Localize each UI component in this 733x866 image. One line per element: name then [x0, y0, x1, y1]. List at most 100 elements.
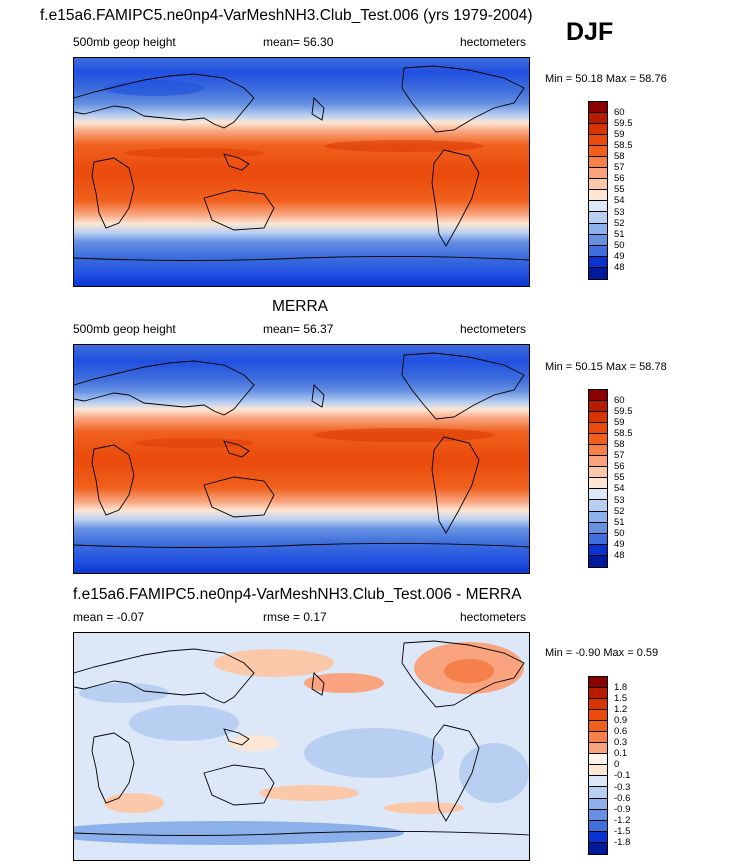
panel3-minmax: Min = -0.90 Max = 0.59 — [545, 647, 659, 659]
colorbar-swatch — [589, 544, 607, 556]
colorbar-swatch — [589, 168, 607, 180]
panel3-field — [74, 633, 529, 860]
colorbar-swatch — [589, 212, 607, 224]
colorbar-swatch — [589, 467, 607, 479]
colorbar-tick-label: 54 — [614, 195, 625, 207]
panel3-map — [73, 632, 530, 861]
season-label: DJF — [566, 18, 614, 46]
panel1-minmax: Min = 50.18 Max = 58.76 — [545, 73, 667, 85]
colorbar-tick-label: 59.5 — [614, 118, 633, 130]
colorbar-swatch — [589, 754, 607, 766]
colorbar-tick-label: -1.2 — [614, 814, 631, 826]
panel3-rmse-label: rmse = 0.17 — [263, 610, 327, 624]
colorbar-tick-label: -0.3 — [614, 781, 631, 793]
panel2-coastlines — [74, 352, 529, 548]
panel2-mean-label: mean= 56.37 — [263, 322, 334, 336]
colorbar-swatch — [589, 201, 607, 213]
colorbar-swatch — [589, 721, 607, 733]
colorbar-swatch — [589, 831, 607, 843]
colorbar-swatch — [589, 456, 607, 468]
colorbar-tick-label: 0.1 — [614, 748, 628, 760]
colorbar-tick-label: 57 — [614, 162, 625, 174]
colorbar-swatch — [589, 555, 607, 567]
colorbar-swatch — [589, 267, 607, 279]
colorbar-swatch — [589, 842, 607, 854]
colorbar-tick-label: 1.5 — [614, 693, 628, 705]
colorbar-swatch — [589, 179, 607, 191]
colorbar-tick-label: 53 — [614, 494, 625, 506]
panel1-title: f.e15a6.FAMIPC5.ne0np4-VarMeshNH3.Club_T… — [40, 7, 533, 24]
panel2-map — [73, 344, 530, 574]
colorbar-tick-label: 57 — [614, 450, 625, 462]
colorbar-swatch — [589, 787, 607, 799]
colorbar-swatch — [589, 434, 607, 446]
colorbar-tick-label: -1.5 — [614, 825, 631, 837]
colorbar-tick-label: 0.3 — [614, 737, 628, 749]
colorbar-tick-label: 0.6 — [614, 726, 628, 738]
colorbar-tick-label: 52 — [614, 505, 625, 517]
colorbar-swatch — [589, 102, 607, 114]
panel3-title: f.e15a6.FAMIPC5.ne0np4-VarMeshNH3.Club_T… — [73, 586, 522, 603]
colorbar-tick-label: -0.6 — [614, 792, 631, 804]
colorbar-swatch — [589, 489, 607, 501]
panel1-left-label: 500mb geop height — [73, 35, 176, 49]
colorbar-tick-label: 49 — [614, 250, 625, 262]
colorbar-swatch — [589, 390, 607, 402]
colorbar-tick-label: 59 — [614, 129, 625, 141]
colorbar-tick-label: 0.9 — [614, 715, 628, 727]
colorbar-swatch — [589, 245, 607, 257]
colorbar-tick-label: 1.2 — [614, 704, 628, 716]
colorbar-swatch — [589, 256, 607, 268]
colorbar-swatch — [589, 677, 607, 689]
colorbar-swatch — [589, 732, 607, 744]
colorbar-tick-label: 56 — [614, 461, 625, 473]
colorbar-swatch — [589, 776, 607, 788]
colorbar-swatch — [589, 157, 607, 169]
colorbar-swatch — [589, 124, 607, 136]
panel3-coastlines — [74, 640, 529, 836]
colorbar-tick-label: 58.5 — [614, 140, 633, 152]
colorbar-tick-label: 55 — [614, 184, 625, 196]
colorbar-tick-label: 58 — [614, 151, 625, 163]
colorbar-tick-label: 51 — [614, 516, 625, 528]
panel1-units-label: hectometers — [460, 35, 527, 49]
colorbar-swatch — [589, 412, 607, 424]
panel1-mean-label: mean= 56.30 — [263, 35, 334, 49]
colorbar-tick-label: -0.1 — [614, 770, 631, 782]
colorbar-swatch — [589, 533, 607, 545]
panel1-coastlines — [74, 65, 529, 261]
colorbar-tick-label: 60 — [614, 107, 625, 119]
colorbar-swatch — [589, 234, 607, 246]
colorbar-tick-label: 59 — [614, 417, 625, 429]
colorbar-tick-label: 48 — [614, 549, 625, 561]
colorbar-tick-label: 49 — [614, 538, 625, 550]
colorbar-swatch — [589, 710, 607, 722]
colorbar-swatch — [589, 809, 607, 821]
colorbar-tick-label: 60 — [614, 395, 625, 407]
colorbar-tick-label: 54 — [614, 483, 625, 495]
panel3-colorbar: 1.8 1.5 1.2 0.9 0.6 0.3 0.1 0 -0.1 -0.3 -0.6 -0.9 -1… — [588, 676, 630, 855]
colorbar-tick-label: 52 — [614, 217, 625, 229]
colorbar-swatch — [589, 743, 607, 755]
colorbar-swatch — [589, 522, 607, 534]
panel2-units-label: hectometers — [460, 322, 527, 336]
colorbar-swatch — [589, 500, 607, 512]
colorbar-swatch — [589, 190, 607, 202]
colorbar-swatch — [589, 765, 607, 777]
colorbar-swatch — [589, 478, 607, 490]
colorbar-tick-label: 59.5 — [614, 406, 633, 418]
colorbar-tick-label: 50 — [614, 527, 625, 539]
panel1-field — [74, 58, 529, 286]
colorbar-swatch — [589, 223, 607, 235]
colorbar-swatch — [589, 113, 607, 125]
colorbar-tick-label: 55 — [614, 472, 625, 484]
colorbar-tick-label: 56 — [614, 173, 625, 185]
panel2-colorbar: 60 59.5 59 58.5 58 57 56 55 54 53 52 51 50 49 48 — [588, 389, 633, 568]
colorbar-swatch — [589, 511, 607, 523]
panel2-field — [74, 345, 529, 573]
colorbar-tick-label: 53 — [614, 206, 625, 218]
colorbar-swatch — [589, 401, 607, 413]
panel2-minmax: Min = 50.15 Max = 58.78 — [545, 361, 667, 373]
colorbar-swatch — [589, 699, 607, 711]
colorbar-swatch — [589, 820, 607, 832]
